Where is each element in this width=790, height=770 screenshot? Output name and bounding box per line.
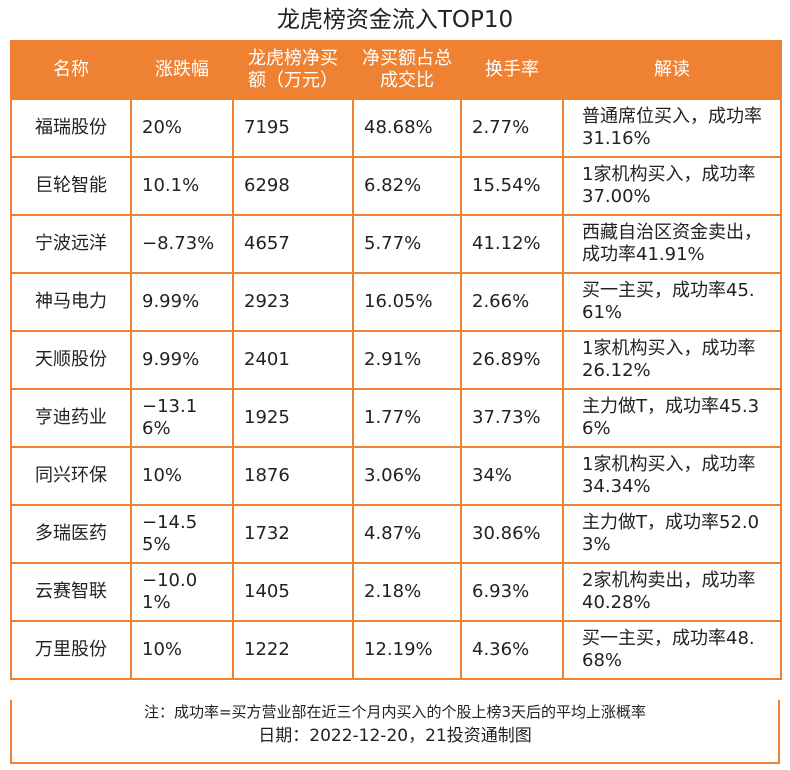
- table-cell: 2923: [232, 272, 354, 332]
- table-cell: 20%: [130, 98, 234, 158]
- table-cell: 12.19%: [352, 620, 462, 680]
- table-cell: 1222: [232, 620, 354, 680]
- table-row: 云赛智联 −10.01% 1405 2.18% 6.93% 2家机构卖出，成功率40.28…: [10, 562, 782, 622]
- table-cell: 巨轮智能: [10, 156, 132, 216]
- table-cell: 2.77%: [460, 98, 564, 158]
- table-cell: 10.1%: [130, 156, 234, 216]
- data-table: 名称 涨跌幅 龙虎榜净买额（万元） 净买额占总成交比 换手率 解读 福瑞股份 20% 7195…: [10, 40, 782, 680]
- table-cell: 主力做T，成功率45.36%: [562, 388, 782, 448]
- table-cell: 1405: [232, 562, 354, 622]
- column-header: 名称: [10, 40, 132, 100]
- table-cell: 多瑞医药: [10, 504, 132, 564]
- table-cell: 15.54%: [460, 156, 564, 216]
- table-cell: 1876: [232, 446, 354, 506]
- table-cell: 西藏自治区资金卖出，成功率41.91%: [562, 214, 782, 274]
- table-cell: 4.36%: [460, 620, 564, 680]
- table-cell: 1925: [232, 388, 354, 448]
- table-cell: 37.73%: [460, 388, 564, 448]
- table-body: 福瑞股份 20% 7195 48.68% 2.77% 普通席位买入，成功率31.16% 巨轮…: [10, 98, 782, 680]
- table-cell: 34%: [460, 446, 564, 506]
- table-cell: 买一主买，成功率48.68%: [562, 620, 782, 680]
- table-cell: 万里股份: [10, 620, 132, 680]
- table-cell: −14.55%: [130, 504, 234, 564]
- column-header: 龙虎榜净买额（万元）: [232, 40, 354, 100]
- table-cell: 主力做T，成功率52.03%: [562, 504, 782, 564]
- table-cell: 7195: [232, 98, 354, 158]
- table-cell: 2.91%: [352, 330, 462, 390]
- table-cell: 天顺股份: [10, 330, 132, 390]
- table-cell: 同兴环保: [10, 446, 132, 506]
- table-cell: 41.12%: [460, 214, 564, 274]
- column-header: 涨跌幅: [130, 40, 234, 100]
- table-row: 巨轮智能 10.1% 6298 6.82% 15.54% 1家机构买入，成功率37.00%: [10, 156, 782, 216]
- table-cell: 买一主买，成功率45.61%: [562, 272, 782, 332]
- column-header: 换手率: [460, 40, 564, 100]
- table-cell: 6.93%: [460, 562, 564, 622]
- table-row: 神马电力 9.99% 2923 16.05% 2.66% 买一主买，成功率45.61%: [10, 272, 782, 332]
- table-cell: 2.66%: [460, 272, 564, 332]
- table-row: 亨迪药业 −13.16% 1925 1.77% 37.73% 主力做T，成功率45.36%: [10, 388, 782, 448]
- table-cell: 2家机构卖出，成功率40.28%: [562, 562, 782, 622]
- table-cell: 宁波远洋: [10, 214, 132, 274]
- table-cell: 6.82%: [352, 156, 462, 216]
- table-cell: 4657: [232, 214, 354, 274]
- table-cell: 5.77%: [352, 214, 462, 274]
- table-cell: 1.77%: [352, 388, 462, 448]
- table-cell: 10%: [130, 446, 234, 506]
- table-cell: 神马电力: [10, 272, 132, 332]
- date-line: 日期：2022-12-20，21投资通制图: [258, 726, 532, 746]
- table-cell: 普通席位买入，成功率31.16%: [562, 98, 782, 158]
- footnote: 注：成功率=买方营业部在近三个月内买入的个股上榜3天后的平均上涨概率: [143, 703, 647, 721]
- table-cell: −10.01%: [130, 562, 234, 622]
- header-row: 名称 涨跌幅 龙虎榜净买额（万元） 净买额占总成交比 换手率 解读: [10, 40, 782, 100]
- table-row: 宁波远洋 −8.73% 4657 5.77% 41.12% 西藏自治区资金卖出，成功率41…: [10, 214, 782, 274]
- table-cell: 1家机构买入，成功率26.12%: [562, 330, 782, 390]
- table-cell: 30.86%: [460, 504, 564, 564]
- table-cell: 6298: [232, 156, 354, 216]
- table-cell: 1家机构买入，成功率34.34%: [562, 446, 782, 506]
- table-cell: 16.05%: [352, 272, 462, 332]
- table-row: 天顺股份 9.99% 2401 2.91% 26.89% 1家机构买入，成功率26.12%: [10, 330, 782, 390]
- table-cell: 亨迪药业: [10, 388, 132, 448]
- table-cell: 10%: [130, 620, 234, 680]
- table-row: 同兴环保 10% 1876 3.06% 34% 1家机构买入，成功率34.34%: [10, 446, 782, 506]
- column-header: 解读: [562, 40, 782, 100]
- column-header: 净买额占总成交比: [352, 40, 462, 100]
- table-cell: 2401: [232, 330, 354, 390]
- table-cell: 福瑞股份: [10, 98, 132, 158]
- table-cell: 9.99%: [130, 272, 234, 332]
- table-cell: −13.16%: [130, 388, 234, 448]
- table-cell: −8.73%: [130, 214, 234, 274]
- table-cell: 48.68%: [352, 98, 462, 158]
- footer: 注：成功率=买方营业部在近三个月内买入的个股上榜3天后的平均上涨概率 日期：20…: [10, 700, 780, 764]
- table-cell: 26.89%: [460, 330, 564, 390]
- table-cell: 1732: [232, 504, 354, 564]
- table-cell: 4.87%: [352, 504, 462, 564]
- table-cell: 2.18%: [352, 562, 462, 622]
- table-cell: 9.99%: [130, 330, 234, 390]
- table-row: 万里股份 10% 1222 12.19% 4.36% 买一主买，成功率48.68%: [10, 620, 782, 680]
- table-cell: 3.06%: [352, 446, 462, 506]
- title: 龙虎榜资金流入TOP10: [276, 7, 514, 33]
- table-row: 福瑞股份 20% 7195 48.68% 2.77% 普通席位买入，成功率31.16%: [10, 98, 782, 158]
- table-row: 多瑞医药 −14.55% 1732 4.87% 30.86% 主力做T，成功率52.03%: [10, 504, 782, 564]
- table-cell: 1家机构买入，成功率37.00%: [562, 156, 782, 216]
- table-cell: 云赛智联: [10, 562, 132, 622]
